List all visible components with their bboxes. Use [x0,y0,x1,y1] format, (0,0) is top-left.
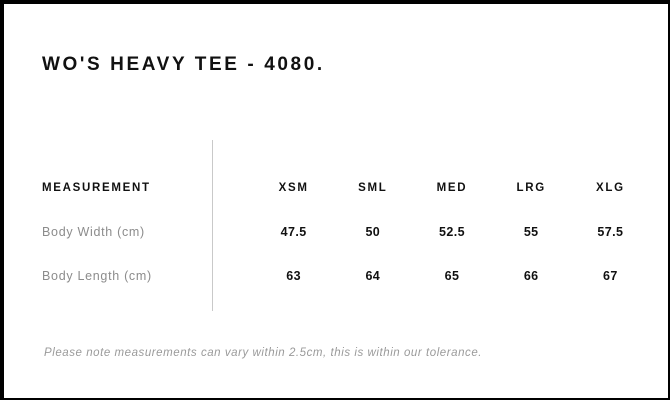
row-label-body-length: Body Length (cm) [42,269,152,283]
row-label-body-width: Body Width (cm) [42,225,145,239]
column-header-sml: SML [358,182,388,194]
table-header-row: MEASUREMENT XSM SML MED LRG XLG [42,166,650,210]
cell-body-length-med: 65 [444,269,460,283]
tolerance-note: Please note measurements can vary within… [44,347,483,359]
size-measurement-table: MEASUREMENT XSM SML MED LRG XLG Body Wid… [42,166,650,298]
cell-body-width-lrg: 55 [523,225,539,239]
cell-body-width-med: 52.5 [439,225,465,239]
cell-body-length-xsm: 63 [286,269,301,283]
table-row: Body Length (cm) 63 64 65 66 67 [42,254,650,298]
table-body: Body Width (cm) 47.5 50 52.5 55 57.5 Bod… [42,210,650,298]
cell-body-width-xsm: 47.5 [280,225,307,239]
cell-body-width-xlg: 57.5 [597,225,624,239]
column-header-xsm: XSM [278,182,309,194]
cell-body-length-sml: 64 [365,269,381,283]
cell-body-width-sml: 50 [365,225,381,239]
cell-body-length-xlg: 67 [603,269,618,283]
cell-body-length-lrg: 66 [523,269,539,283]
page-title: WO'S HEAVY TEE - 4080. [42,54,325,75]
table-row: Body Width (cm) 47.5 50 52.5 55 57.5 [42,210,650,254]
column-header-lrg: LRG [516,182,546,194]
table-vertical-divider [212,140,213,311]
column-header-xlg: XLG [596,182,625,194]
column-header-med: MED [436,182,468,194]
table-header: MEASUREMENT XSM SML MED LRG XLG [42,166,650,210]
column-header-measurement: MEASUREMENT [42,182,151,194]
